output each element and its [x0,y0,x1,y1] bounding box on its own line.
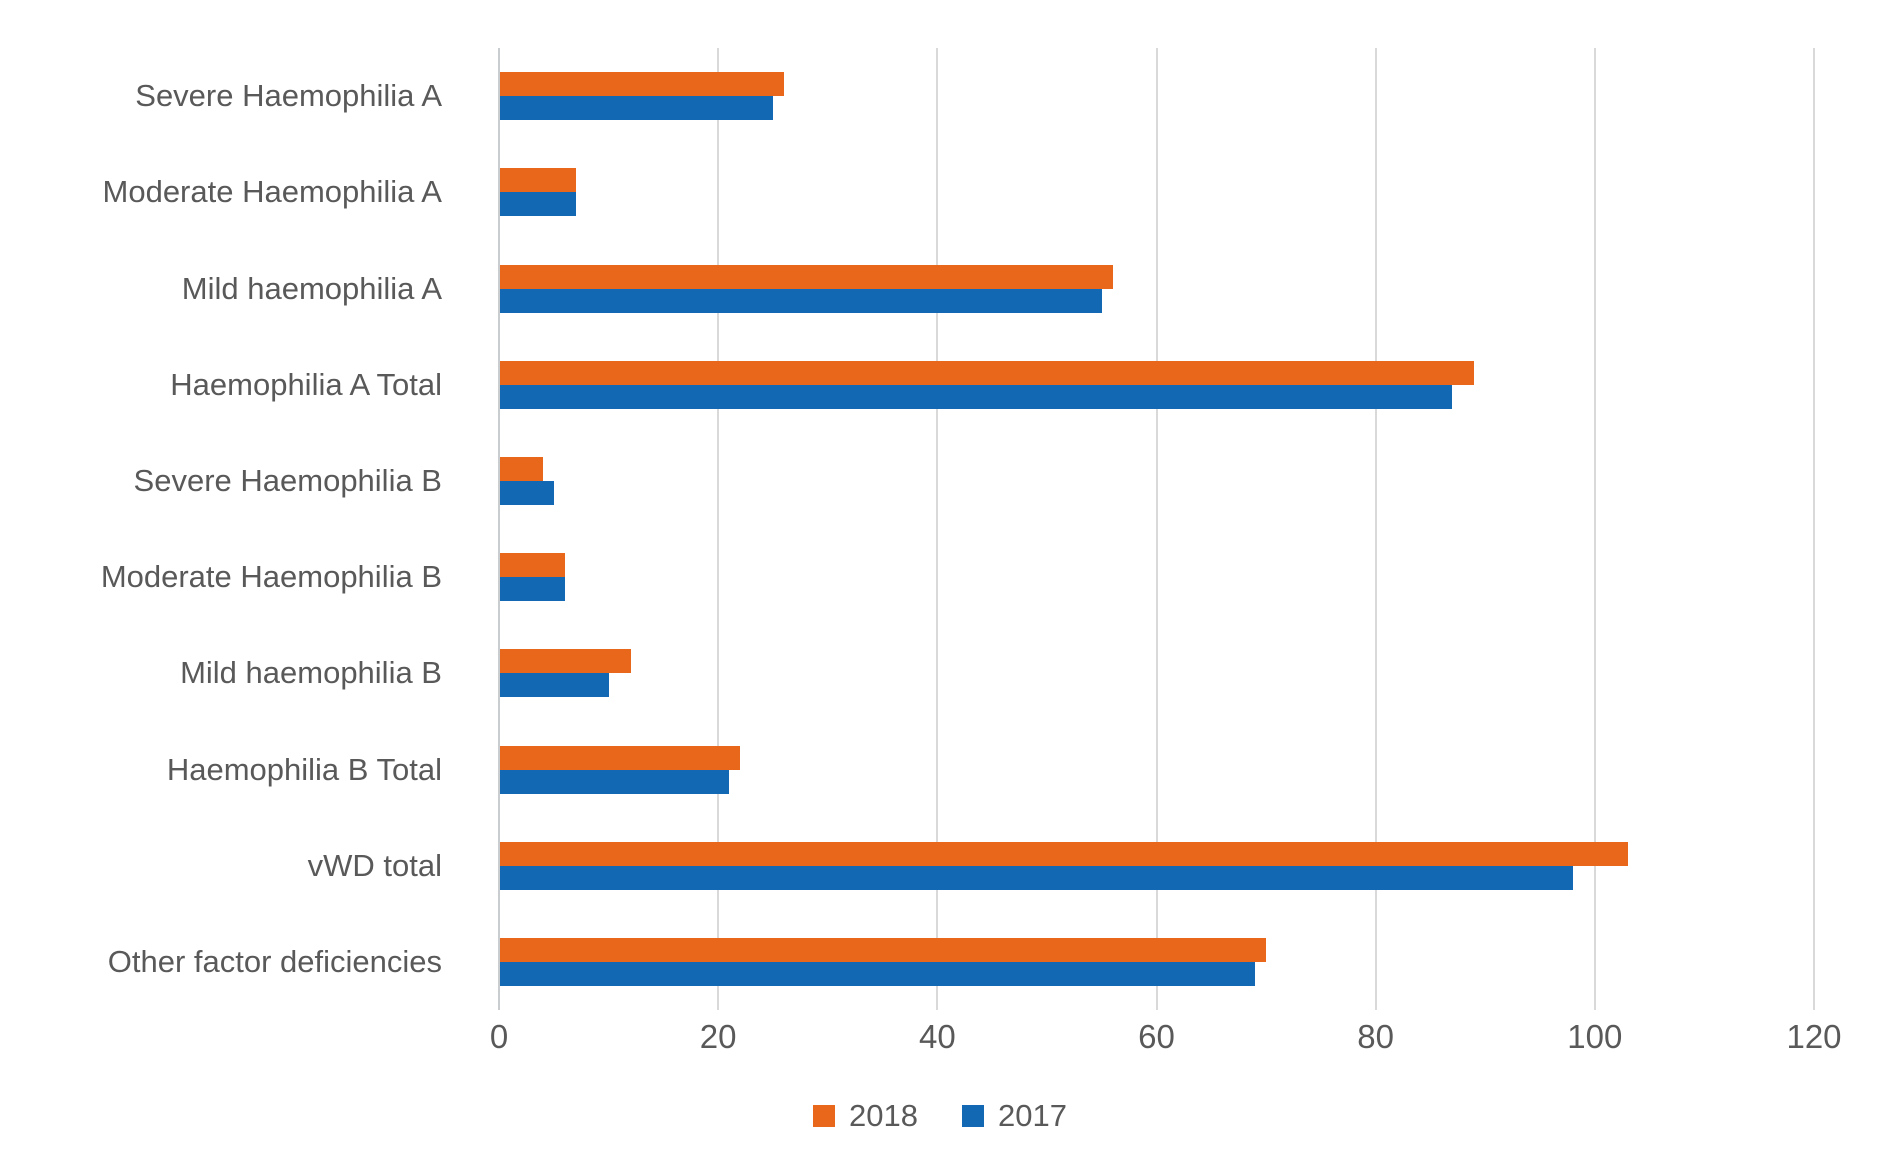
legend-label: 2018 [849,1098,918,1133]
bar-2018 [500,72,784,97]
category-label: Mild haemophilia B [180,655,442,691]
category-label: Severe Haemophilia B [133,462,442,498]
grid-line [1155,48,1158,1010]
legend-label: 2017 [998,1098,1067,1133]
x-tick-label: 100 [1567,1018,1623,1055]
x-tick-label: 80 [1357,1018,1395,1055]
category-label: Haemophilia B Total [166,751,442,787]
bar-2017 [500,480,554,505]
category-label: Other factor deficiencies [107,943,442,979]
x-tick-label: 120 [1786,1018,1842,1055]
bar-2017 [500,288,1102,313]
category-label: vWD total [307,847,442,883]
bar-2018 [500,841,1628,866]
bar-2018 [500,937,1267,962]
legend-swatch-icon [962,1105,984,1127]
bar-2018 [500,360,1475,385]
grid-line [1374,48,1377,1010]
category-axis: Severe Haemophilia A Moderate Haemophilia… [0,48,470,1010]
bar-2018 [500,649,631,674]
x-tick-label: 0 [489,1018,509,1055]
x-tick-label: 40 [918,1018,956,1055]
grid-line [1593,48,1596,1010]
bar-2017 [500,192,576,217]
category-label: Moderate Haemophilia B [100,559,442,595]
bar-2018 [500,745,741,770]
legend: 2018 2017 [0,1098,1880,1134]
y-axis-line [498,48,500,1010]
bar-2017 [500,96,773,121]
bar-2017 [500,673,609,698]
value-axis: 0 20 40 60 80 100 120 [490,1018,1842,1062]
bar-2017 [500,961,1256,986]
grid-line [936,48,939,1010]
category-label: Mild haemophilia A [181,270,442,306]
legend-item: 2017 [962,1098,1067,1134]
plot-area [498,48,1815,1010]
legend-item: 2018 [813,1098,918,1134]
category-label: Haemophilia A Total [170,366,442,402]
x-tick-label: 20 [699,1018,737,1055]
grid-line [717,48,720,1010]
bar-2018 [500,456,543,481]
bar-2018 [500,264,1113,289]
x-tick-label: 60 [1138,1018,1175,1055]
bar-2017 [500,384,1453,409]
bar-2017 [500,577,565,602]
category-label: Severe Haemophilia A [135,78,442,114]
bar-2017 [500,865,1573,890]
bar-2017 [500,769,730,794]
bar-2018 [500,168,576,193]
grid-line [1813,48,1815,1010]
category-label: Moderate Haemophilia A [102,174,442,210]
legend-swatch-icon [813,1105,836,1127]
bar-2018 [500,553,565,578]
